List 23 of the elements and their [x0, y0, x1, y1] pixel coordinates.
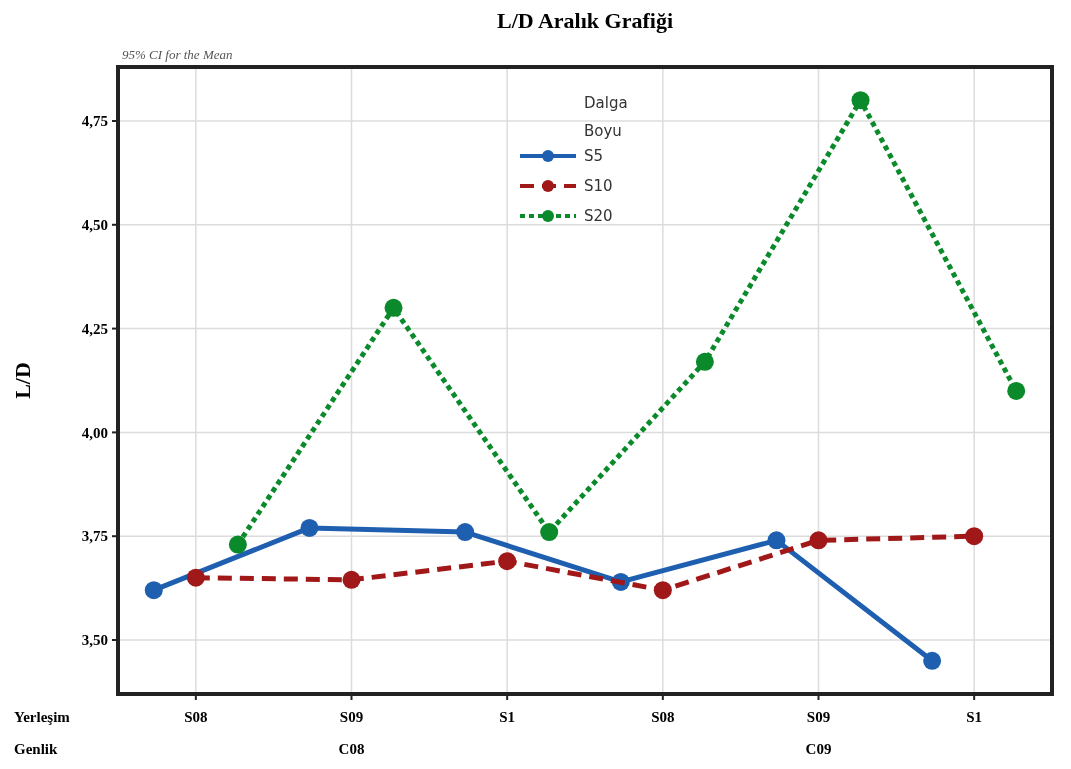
x-tick-label: S09 — [339, 709, 364, 725]
y-tick-label: 4,50 — [81, 217, 108, 234]
legend-label: S20 — [584, 207, 613, 226]
x-tick-label: S1 — [499, 709, 516, 725]
legend-label: S5 — [584, 147, 604, 166]
legend-title: Dalga Boyu — [584, 94, 628, 140]
text: 95% CI for the Mean — [122, 47, 233, 62]
y-tick-label: 4,00 — [81, 424, 108, 441]
x-tick-label: S08 — [184, 709, 208, 725]
y-tick-label: 4,75 — [81, 113, 108, 130]
text: C08 — [338, 741, 365, 757]
legend-label: S10 — [584, 177, 613, 196]
y-tick-label: 4,25 — [81, 320, 108, 337]
x-tick-label: S1 — [966, 709, 983, 725]
y-axis-title: L/D — [10, 362, 35, 399]
x-tick-label: S08 — [651, 709, 675, 725]
y-tick-label: 3,75 — [81, 528, 108, 545]
text: Genlik — [14, 741, 58, 757]
y-tick-label: 3,50 — [81, 632, 108, 649]
text: C09 — [805, 741, 832, 757]
chart-title: L/D Aralık Grafiği — [497, 8, 673, 33]
text: Yerleşim — [14, 709, 71, 725]
x-tick-label: S09 — [806, 709, 831, 725]
